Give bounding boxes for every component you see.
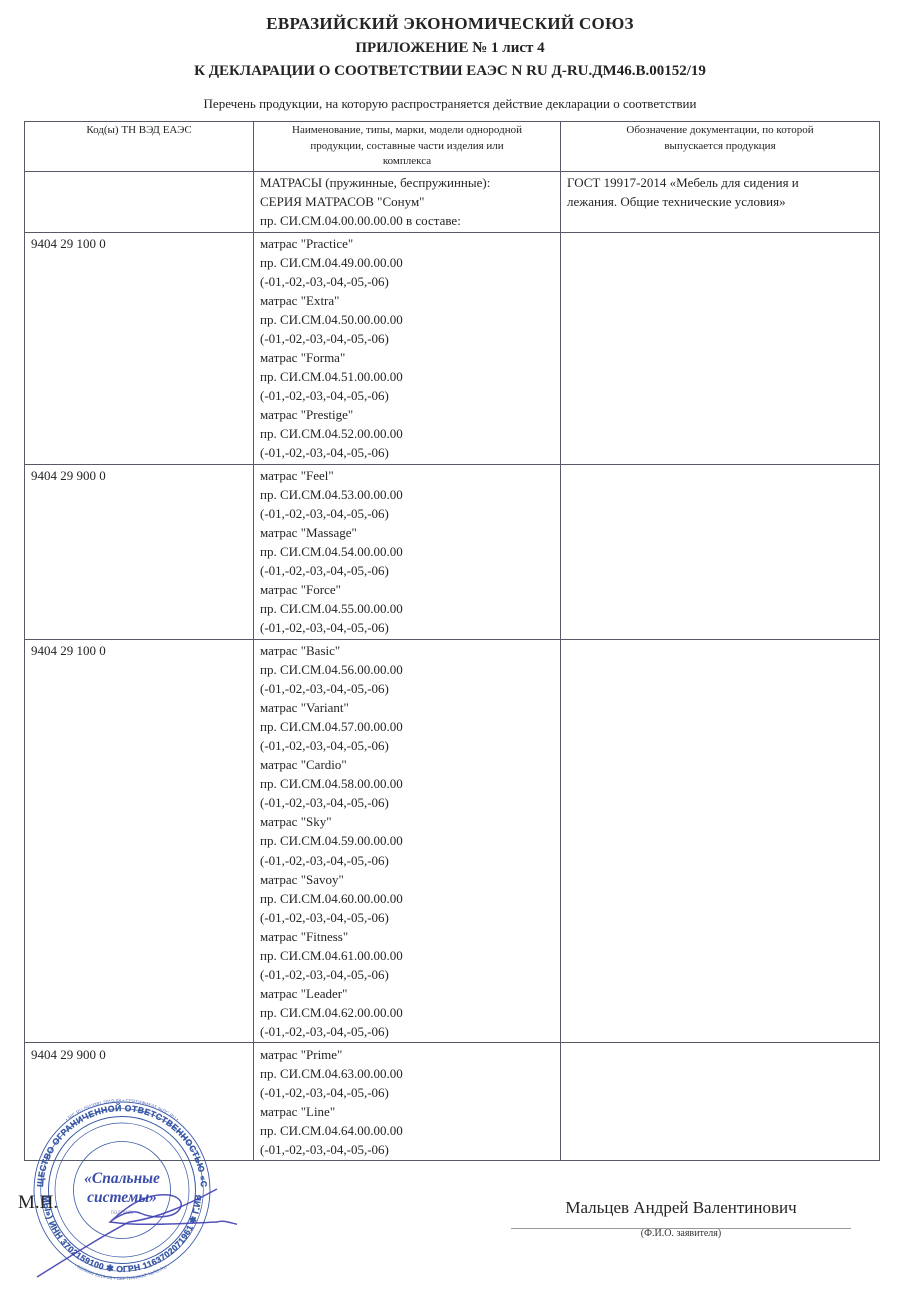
svg-text:«Спальные: «Спальные — [84, 1170, 160, 1187]
